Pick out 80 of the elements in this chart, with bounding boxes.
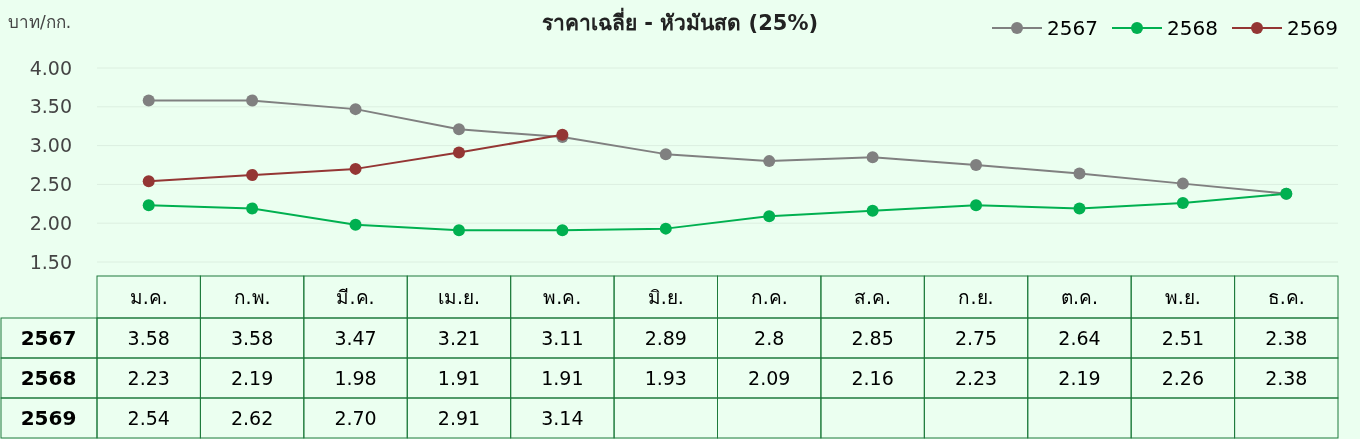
data-label: 3.11 [541,326,584,349]
point [142,175,155,188]
point [246,202,259,215]
legend-label: 2569 [1287,16,1338,40]
legend-label: 2567 [1047,16,1098,40]
point [142,94,155,107]
x-tick-label: ธ.ค. [1267,285,1305,308]
data-label: 3.47 [334,326,377,349]
point [246,169,259,182]
point [763,155,776,168]
x-tick-label: ก.ย. [958,285,994,308]
y-axis-title: บาท/กก. [8,12,72,32]
x-tick-label: เม.ย. [437,285,481,308]
y-tick-label: 3.50 [29,95,72,118]
point [349,218,362,231]
y-tick-label: 1.50 [29,250,72,273]
point [659,222,672,235]
x-tick-label: พ.ค. [543,285,582,308]
data-label: 2.89 [644,326,687,349]
x-tick-label: ม.ค. [129,285,168,308]
data-label: 2.75 [954,326,998,349]
point [349,103,362,116]
data-label: 2.09 [748,366,791,389]
text: 2569 [20,406,77,430]
data-label: 3.14 [541,406,584,429]
data-label: 2.38 [1265,366,1308,389]
point [1176,177,1189,190]
data-label: 2.70 [334,406,377,429]
data-label: 2.51 [1161,326,1205,349]
data-label: 2.91 [437,406,481,429]
x-tick-label: พ.ย. [1164,285,1201,308]
x-tick-label: ส.ค. [854,285,892,308]
data-label: 1.93 [644,366,687,389]
x-tick-label: ก.ค. [750,285,788,308]
data-label: 3.58 [127,326,170,349]
y-tick-label: 4.00 [29,56,72,79]
data-label: 1.98 [334,366,377,389]
point [970,199,983,212]
x-tick-label: ต.ค. [1060,285,1099,308]
point [246,94,259,107]
data-label: 2.26 [1161,366,1205,389]
point [556,224,569,237]
legend-label: 2568 [1167,16,1218,40]
y-tick-label: 3.00 [29,134,72,157]
x-tick-label: ก.พ. [233,285,271,308]
data-label: 2.62 [230,406,274,429]
data-label: 2.8 [754,326,785,349]
data-label: 2.54 [127,406,170,429]
data-label: 2.23 [127,366,170,389]
data-label: 3.58 [230,326,274,349]
data-label: 2.19 [230,366,274,389]
data-label: 2.85 [851,326,894,349]
y-tick-label: 2.50 [29,173,72,196]
point [763,210,776,223]
data-label: 2.64 [1058,326,1101,349]
point [866,204,879,217]
point [452,123,465,136]
chart-title: ราคาเฉลี่ย - หัวมันสด (25%) [541,7,819,35]
point [1073,202,1086,215]
point [452,224,465,237]
data-label: 2.23 [954,366,998,389]
text: 2567 [20,326,77,350]
data-label: 2.38 [1265,326,1308,349]
y-tick-label: 2.00 [29,211,72,234]
x-tick-label: มิ.ย. [647,285,684,308]
point [659,148,672,161]
data-label: 3.21 [437,326,481,349]
text: 2568 [20,366,77,390]
point [452,146,465,159]
data-label: 2.19 [1058,366,1101,389]
point [1073,167,1086,180]
data-label: 1.91 [437,366,481,389]
data-label: 2.16 [851,366,894,389]
point [866,151,879,164]
x-tick-label: มี.ค. [336,285,375,308]
data-label: 1.91 [541,366,584,389]
point [1176,197,1189,210]
point [349,162,362,175]
point [142,199,155,212]
point [970,159,983,171]
